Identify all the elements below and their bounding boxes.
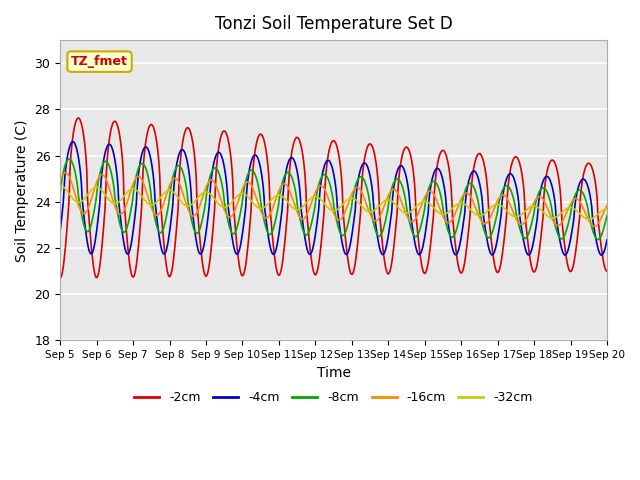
-16cm [56,178,64,183]
-4cm [124,251,131,257]
-16cm [61,170,69,176]
-16cm [590,224,598,229]
-16cm [207,177,215,183]
-2cm [124,237,131,242]
-16cm [124,200,131,205]
-4cm [179,147,186,153]
Text: TZ_fmet: TZ_fmet [71,55,128,68]
-4cm [56,228,64,233]
-8cm [594,237,602,242]
-8cm [401,192,408,198]
Line: -4cm: -4cm [60,142,607,255]
-4cm [417,251,424,256]
Line: -2cm: -2cm [60,118,607,278]
-8cm [417,224,424,229]
-32cm [66,192,74,198]
-16cm [417,204,424,210]
-32cm [207,192,214,197]
-8cm [207,169,215,175]
Legend: -2cm, -4cm, -8cm, -16cm, -32cm: -2cm, -4cm, -8cm, -16cm, -32cm [129,386,538,409]
-2cm [603,268,611,274]
Line: -8cm: -8cm [60,159,607,240]
-16cm [67,178,75,183]
-16cm [401,208,408,214]
-2cm [56,275,64,281]
-4cm [598,252,605,258]
-2cm [66,166,74,171]
-32cm [585,216,593,222]
-8cm [65,156,73,162]
-32cm [603,206,611,212]
-4cm [66,143,74,148]
-4cm [207,174,215,180]
-2cm [179,140,186,145]
Line: -16cm: -16cm [60,173,607,227]
Y-axis label: Soil Temperature (C): Soil Temperature (C) [15,119,29,262]
Line: -32cm: -32cm [60,186,607,219]
-16cm [179,190,186,195]
-32cm [56,183,64,189]
-4cm [69,139,77,144]
-8cm [67,157,75,163]
-2cm [401,145,408,151]
X-axis label: Time: Time [317,366,351,380]
-8cm [124,225,131,230]
-32cm [400,210,408,216]
-32cm [416,200,424,206]
-8cm [603,213,611,218]
-4cm [401,168,408,174]
-8cm [179,168,186,174]
-16cm [603,203,611,208]
Title: Tonzi Soil Temperature Set D: Tonzi Soil Temperature Set D [214,15,452,33]
-2cm [207,242,215,248]
-2cm [417,256,424,262]
-4cm [603,237,611,243]
-32cm [178,199,186,205]
-8cm [56,192,64,198]
-2cm [75,115,83,121]
-32cm [122,190,130,196]
